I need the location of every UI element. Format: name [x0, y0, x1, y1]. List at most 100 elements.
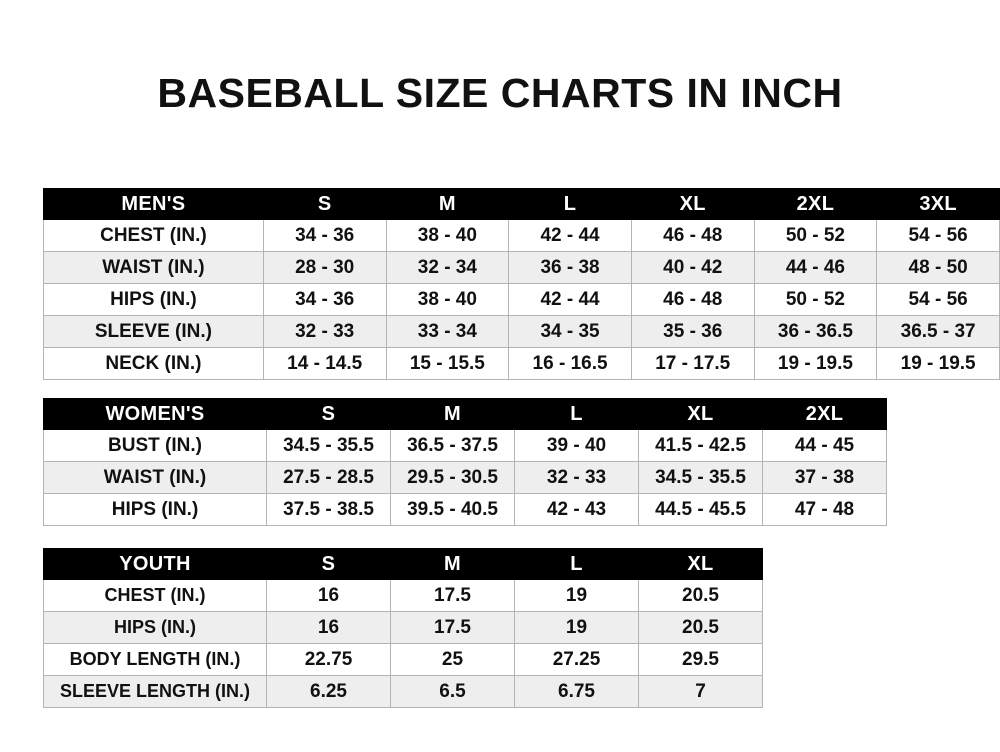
measurement-cell: 36.5 - 37.5: [390, 429, 515, 462]
table-row: WAIST (IN.) 28 - 30 32 - 34 36 - 38 40 -…: [43, 251, 1000, 284]
column-header-category: MEN'S: [43, 188, 264, 220]
measurement-cell: 22.75: [266, 643, 391, 676]
column-header-l: L: [514, 398, 639, 430]
womens-table-header: WOMEN'S S M L XL 2XL: [43, 398, 887, 430]
table-row: HIPS (IN.) 34 - 36 38 - 40 42 - 44 46 - …: [43, 283, 1000, 316]
column-header-2xl: 2XL: [753, 188, 878, 220]
measurement-cell: 25: [390, 643, 515, 676]
measurement-cell: 44.5 - 45.5: [638, 493, 763, 526]
measurement-cell: 44 - 46: [753, 251, 878, 284]
measurement-cell: 20.5: [638, 611, 763, 644]
column-header-xl: XL: [638, 398, 763, 430]
table-row: BODY LENGTH (IN.) 22.75 25 27.25 29.5: [43, 643, 763, 676]
measurement-cell: 27.25: [514, 643, 639, 676]
table-row: WAIST (IN.) 27.5 - 28.5 29.5 - 30.5 32 -…: [43, 461, 887, 494]
measurement-cell: 34 - 36: [262, 219, 387, 252]
measurement-cell: 20.5: [638, 579, 763, 612]
column-header-xl: XL: [638, 548, 763, 580]
measurement-cell: 42 - 43: [514, 493, 639, 526]
row-label: WAIST (IN.): [43, 251, 264, 284]
measurement-cell: 32 - 34: [385, 251, 510, 284]
table-row: NECK (IN.) 14 - 14.5 15 - 15.5 16 - 16.5…: [43, 347, 1000, 380]
column-header-xl: XL: [630, 188, 755, 220]
measurement-cell: 19: [514, 579, 639, 612]
measurement-cell: 42 - 44: [508, 219, 632, 252]
column-header-category: WOMEN'S: [43, 398, 267, 430]
row-label: CHEST (IN.): [43, 579, 267, 612]
measurement-cell: 44 - 45: [762, 429, 887, 462]
measurement-cell: 36 - 38: [508, 251, 632, 284]
mens-size-table: MEN'S S M L XL 2XL 3XL CHEST (IN.) 34 - …: [43, 188, 1000, 380]
row-label: HIPS (IN.): [43, 283, 264, 316]
measurement-cell: 14 - 14.5: [262, 347, 387, 380]
measurement-cell: 19: [514, 611, 639, 644]
measurement-cell: 54 - 56: [876, 219, 1000, 252]
measurement-cell: 34 - 35: [508, 315, 632, 348]
measurement-cell: 46 - 48: [630, 283, 755, 316]
womens-table-body: BUST (IN.) 34.5 - 35.5 36.5 - 37.5 39 - …: [43, 429, 887, 526]
youth-table-header: YOUTH S M L XL: [43, 548, 763, 580]
row-label: WAIST (IN.): [43, 461, 267, 494]
column-header-l: L: [514, 548, 639, 580]
column-header-m: M: [385, 188, 510, 220]
table-row: CHEST (IN.) 34 - 36 38 - 40 42 - 44 46 -…: [43, 219, 1000, 252]
row-label: HIPS (IN.): [43, 611, 267, 644]
measurement-cell: 48 - 50: [876, 251, 1000, 284]
column-header-category: YOUTH: [43, 548, 267, 580]
table-row: CHEST (IN.) 16 17.5 19 20.5: [43, 579, 763, 612]
column-header-m: M: [390, 398, 515, 430]
row-label: NECK (IN.): [43, 347, 264, 380]
measurement-cell: 39 - 40: [514, 429, 639, 462]
table-row: SLEEVE LENGTH (IN.) 6.25 6.5 6.75 7: [43, 675, 763, 708]
page-title: BASEBALL SIZE CHARTS IN INCH: [157, 70, 843, 116]
measurement-cell: 17 - 17.5: [630, 347, 755, 380]
row-label: BODY LENGTH (IN.): [43, 643, 267, 676]
measurement-cell: 17.5: [390, 611, 515, 644]
column-header-s: S: [262, 188, 387, 220]
measurement-cell: 6.5: [390, 675, 515, 708]
table-row: HIPS (IN.) 16 17.5 19 20.5: [43, 611, 763, 644]
measurement-cell: 16: [266, 611, 391, 644]
measurement-cell: 39.5 - 40.5: [390, 493, 515, 526]
table-row: HIPS (IN.) 37.5 - 38.5 39.5 - 40.5 42 - …: [43, 493, 887, 526]
measurement-cell: 38 - 40: [385, 283, 510, 316]
measurement-cell: 35 - 36: [630, 315, 755, 348]
measurement-cell: 15 - 15.5: [385, 347, 510, 380]
measurement-cell: 29.5: [638, 643, 763, 676]
row-label: SLEEVE LENGTH (IN.): [43, 675, 267, 708]
measurement-cell: 36 - 36.5: [753, 315, 878, 348]
measurement-cell: 54 - 56: [876, 283, 1000, 316]
column-header-s: S: [266, 548, 391, 580]
measurement-cell: 16 - 16.5: [508, 347, 632, 380]
youth-table-body: CHEST (IN.) 16 17.5 19 20.5 HIPS (IN.) 1…: [43, 579, 763, 708]
measurement-cell: 28 - 30: [262, 251, 387, 284]
measurement-cell: 50 - 52: [753, 219, 878, 252]
mens-table-body: CHEST (IN.) 34 - 36 38 - 40 42 - 44 46 -…: [43, 219, 1000, 380]
womens-size-table: WOMEN'S S M L XL 2XL BUST (IN.) 34.5 - 3…: [43, 398, 887, 526]
measurement-cell: 41.5 - 42.5: [638, 429, 763, 462]
measurement-cell: 6.25: [266, 675, 391, 708]
measurement-cell: 32 - 33: [262, 315, 387, 348]
measurement-cell: 37 - 38: [762, 461, 887, 494]
column-header-l: L: [508, 188, 632, 220]
row-label: SLEEVE (IN.): [43, 315, 264, 348]
header-row: WOMEN'S S M L XL 2XL: [43, 398, 887, 430]
measurement-cell: 29.5 - 30.5: [390, 461, 515, 494]
measurement-cell: 16: [266, 579, 391, 612]
measurement-cell: 32 - 33: [514, 461, 639, 494]
measurement-cell: 19 - 19.5: [876, 347, 1000, 380]
measurement-cell: 17.5: [390, 579, 515, 612]
measurement-cell: 6.75: [514, 675, 639, 708]
row-label: HIPS (IN.): [43, 493, 267, 526]
measurement-cell: 40 - 42: [630, 251, 755, 284]
row-label: CHEST (IN.): [43, 219, 264, 252]
measurement-cell: 47 - 48: [762, 493, 887, 526]
row-label: BUST (IN.): [43, 429, 267, 462]
header-row: MEN'S S M L XL 2XL 3XL: [43, 188, 1000, 220]
column-header-m: M: [390, 548, 515, 580]
header-row: YOUTH S M L XL: [43, 548, 763, 580]
measurement-cell: 33 - 34: [385, 315, 510, 348]
measurement-cell: 42 - 44: [508, 283, 632, 316]
column-header-2xl: 2XL: [762, 398, 887, 430]
